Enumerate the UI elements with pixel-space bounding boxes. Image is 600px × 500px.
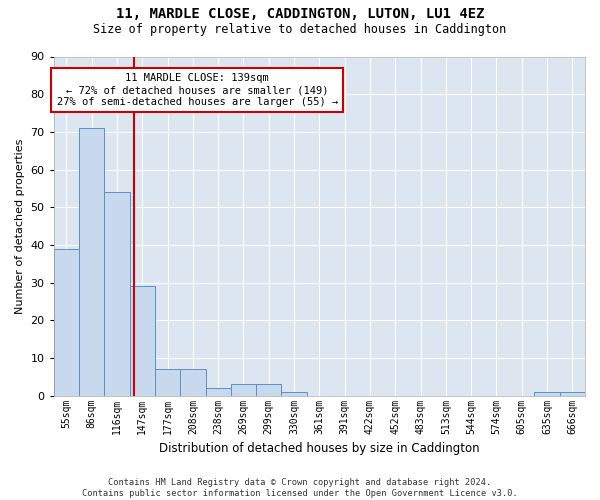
- Y-axis label: Number of detached properties: Number of detached properties: [15, 138, 25, 314]
- Bar: [130, 286, 155, 396]
- Bar: [180, 370, 206, 396]
- Text: Size of property relative to detached houses in Caddington: Size of property relative to detached ho…: [94, 22, 506, 36]
- Bar: [155, 370, 180, 396]
- Bar: [206, 388, 231, 396]
- Text: 11 MARDLE CLOSE: 139sqm
← 72% of detached houses are smaller (149)
27% of semi-d: 11 MARDLE CLOSE: 139sqm ← 72% of detache…: [56, 74, 338, 106]
- Text: 11, MARDLE CLOSE, CADDINGTON, LUTON, LU1 4EZ: 11, MARDLE CLOSE, CADDINGTON, LUTON, LU1…: [116, 8, 484, 22]
- Bar: [256, 384, 281, 396]
- Bar: [560, 392, 585, 396]
- Bar: [79, 128, 104, 396]
- Bar: [535, 392, 560, 396]
- Text: Contains HM Land Registry data © Crown copyright and database right 2024.
Contai: Contains HM Land Registry data © Crown c…: [82, 478, 518, 498]
- X-axis label: Distribution of detached houses by size in Caddington: Distribution of detached houses by size …: [159, 442, 479, 455]
- Bar: [104, 192, 130, 396]
- Bar: [281, 392, 307, 396]
- Bar: [54, 248, 79, 396]
- Bar: [231, 384, 256, 396]
